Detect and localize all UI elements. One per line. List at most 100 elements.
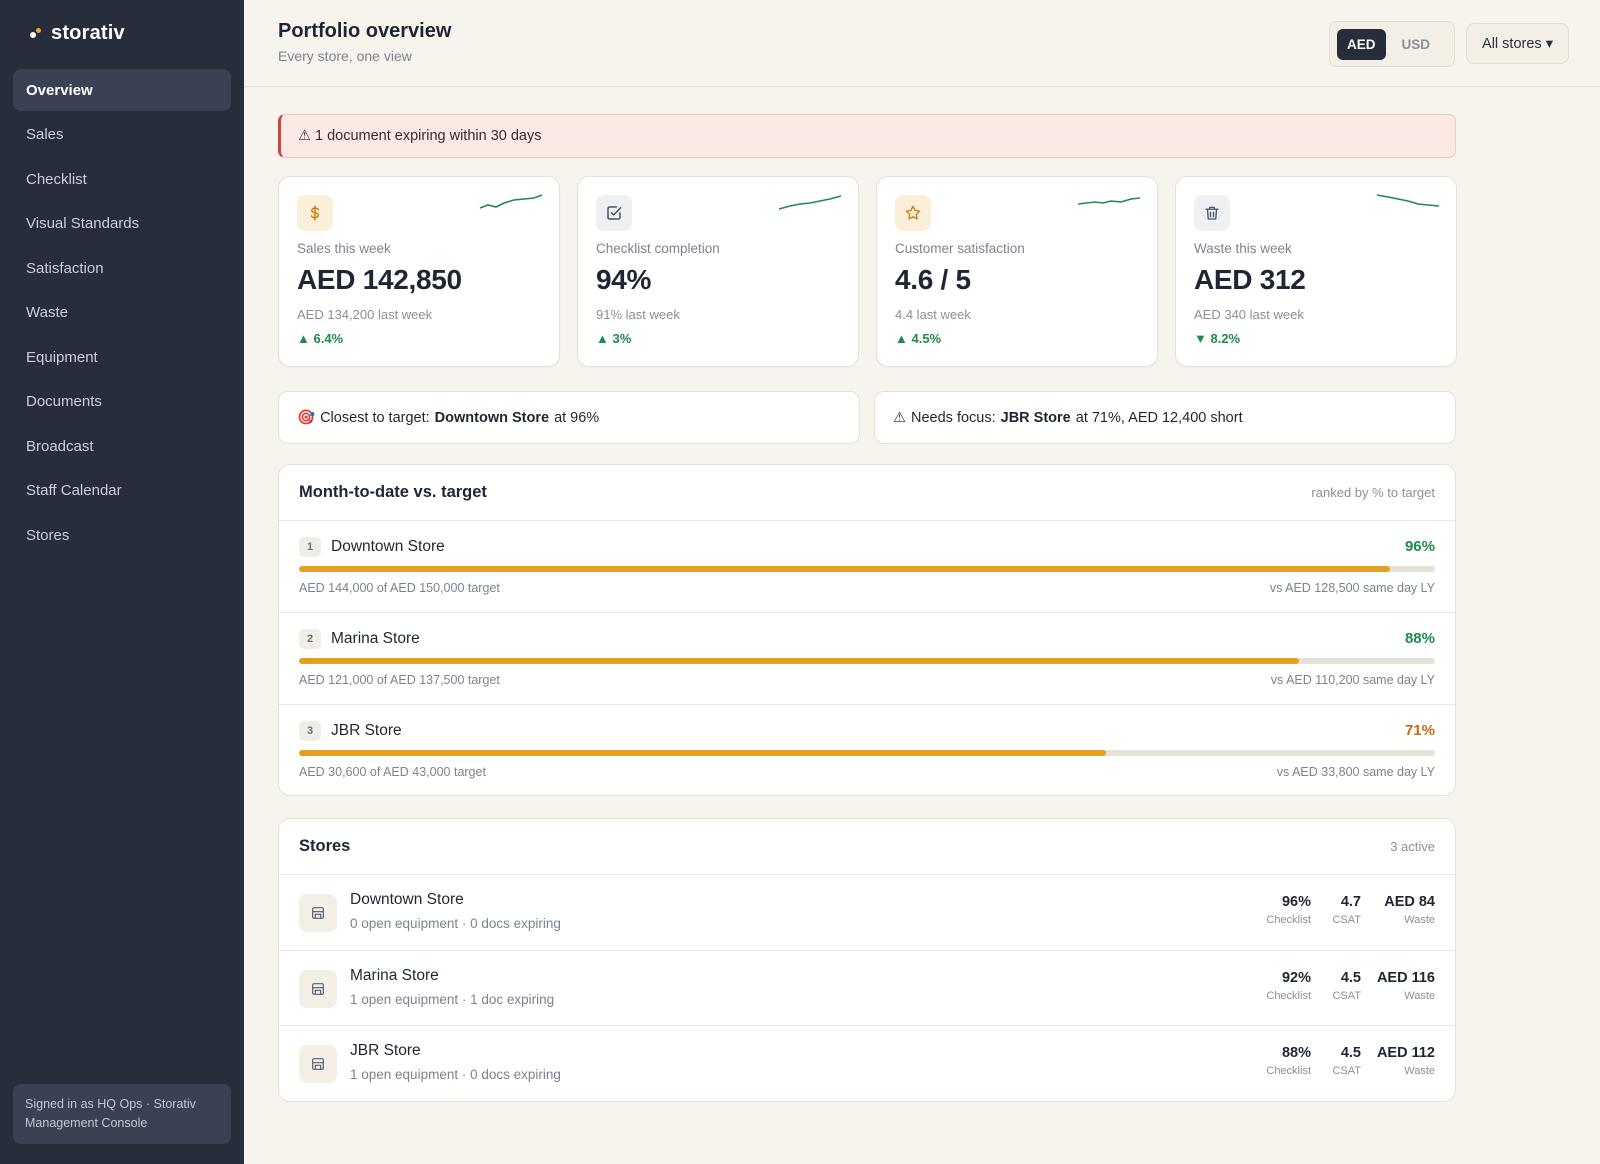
metric-value: 4.5 xyxy=(1340,1045,1361,1061)
store-row[interactable]: Marina Store 1 open equipment · 1 doc ex… xyxy=(279,951,1455,1026)
sidebar-item-sales[interactable]: Sales xyxy=(26,126,64,143)
brand[interactable]: storativ xyxy=(27,22,125,45)
kpi-label: Waste this week xyxy=(1194,241,1292,256)
waste-metric: AED 112 Waste xyxy=(1377,1045,1435,1077)
checklist-metric: 96% Checklist xyxy=(1266,894,1311,926)
waste-metric: AED 116 Waste xyxy=(1377,970,1435,1002)
kpi-delta: ▲ 6.4% xyxy=(297,331,344,346)
kpi-value: 4.6 / 5 xyxy=(895,264,971,295)
waste-metric: AED 84 Waste xyxy=(1384,894,1435,926)
kpi-value: AED 312 xyxy=(1194,264,1306,295)
metric-value: AED 112 xyxy=(1376,1045,1435,1061)
metric-label: Checklist xyxy=(1266,1065,1311,1077)
sales-sparkline xyxy=(479,194,543,209)
page-header: Portfolio overview Every store, one view… xyxy=(244,0,1600,87)
last-year-compare: vs AED 33,800 same day LY xyxy=(1276,765,1435,779)
metric-label: Checklist xyxy=(1266,914,1311,926)
metric-label: Waste xyxy=(1404,989,1435,1002)
kpi-delta: ▼ 8.2% xyxy=(1194,331,1241,346)
closest-store: Downtown Store xyxy=(434,409,550,426)
kpi-card-satisfaction[interactable]: Customer satisfaction 4.6 / 5 4.4 last w… xyxy=(876,176,1158,367)
currency-usd-button[interactable]: USD xyxy=(1401,36,1431,52)
store-status: 1 open equipment · 0 docs expiring xyxy=(350,1067,561,1082)
metric-label: CSAT xyxy=(1332,914,1361,926)
csat-metric: 4.7 CSAT xyxy=(1332,894,1361,926)
metric-value: 88% xyxy=(1281,1045,1311,1061)
progress-fill xyxy=(299,658,1299,664)
progress-fill xyxy=(299,750,1106,756)
metric-value: AED 84 xyxy=(1384,894,1435,910)
metric-value: 96% xyxy=(1281,894,1311,910)
target-detail: AED 144,000 of AED 150,000 target xyxy=(299,581,500,595)
closest-suffix: at 96% xyxy=(554,409,600,426)
needs-focus-card[interactable]: ⚠ Needs focus: JBR Store at 71%, AED 12,… xyxy=(874,391,1456,444)
currency-aed-button[interactable]: AED xyxy=(1337,28,1386,60)
store-name: Downtown Store xyxy=(350,891,464,908)
satisfaction-sparkline xyxy=(1077,197,1141,205)
sidebar-item-overview[interactable]: Overview xyxy=(13,69,231,111)
store-icon xyxy=(299,1045,337,1083)
trash-icon xyxy=(1194,195,1230,231)
progress-track xyxy=(299,658,1435,664)
metric-value: 4.5 xyxy=(1340,969,1361,986)
target-panel: Month-to-date vs. target ranked by % to … xyxy=(278,464,1456,796)
csat-metric: 4.5 CSAT xyxy=(1332,970,1361,1002)
kpi-card-sales[interactable]: Sales this week AED 142,850 AED 134,200 … xyxy=(278,176,560,367)
sidebar-item-satisfaction[interactable]: Satisfaction xyxy=(26,259,104,277)
signed-in-info: Signed in as HQ Ops · Storativ Managemen… xyxy=(13,1084,231,1144)
sidebar-item-documents[interactable]: Documents xyxy=(26,393,102,410)
kpi-label: Checklist completion xyxy=(596,241,720,256)
sidebar-item-broadcast[interactable]: Broadcast xyxy=(26,437,94,455)
needs-prefix: Needs focus: xyxy=(911,409,996,426)
needs-suffix: at 71%, AED 12,400 short xyxy=(1075,409,1243,426)
sidebar-item-staff-calendar[interactable]: Staff Calendar xyxy=(26,482,122,499)
metric-label: CSAT xyxy=(1332,1065,1361,1077)
currency-toggle: AED USD xyxy=(1329,21,1455,67)
kpi-label: Sales this week xyxy=(297,241,391,256)
page-subtitle: Every store, one view xyxy=(278,48,412,64)
progress-track xyxy=(299,566,1435,572)
sidebar-item-visual-standards[interactable]: Visual Standards xyxy=(26,215,140,232)
metric-label: Checklist xyxy=(1266,989,1311,1002)
document-expiry-alert[interactable]: ⚠ 1 document expiring within 30 days xyxy=(278,114,1456,158)
dollar-icon xyxy=(297,195,333,231)
logo-icon xyxy=(27,27,41,41)
sidebar-item-waste[interactable]: Waste xyxy=(26,304,68,321)
closest-to-target-card[interactable]: 🎯 Closest to target: Downtown Store at 9… xyxy=(278,391,860,444)
sidebar-item-equipment[interactable]: Equipment xyxy=(26,348,98,366)
last-year-compare: vs AED 128,500 same day LY xyxy=(1269,581,1435,595)
checkbox-icon xyxy=(596,195,632,231)
kpi-previous: 91% last week xyxy=(596,307,680,322)
waste-sparkline xyxy=(1376,194,1440,207)
needs-store: JBR Store xyxy=(1000,409,1071,426)
store-name: JBR Store xyxy=(331,722,402,739)
panel-meta: 3 active xyxy=(1390,839,1435,854)
panel-title: Stores xyxy=(299,837,351,855)
store-row[interactable]: Downtown Store 0 open equipment · 0 docs… xyxy=(279,875,1455,951)
target-panel-header: Month-to-date vs. target ranked by % to … xyxy=(279,465,1455,521)
brand-name: storativ xyxy=(51,22,125,44)
target-detail: AED 30,600 of AED 43,000 target xyxy=(299,765,486,779)
metric-label: Waste xyxy=(1404,914,1435,926)
kpi-card-waste[interactable]: Waste this week AED 312 AED 340 last wee… xyxy=(1175,176,1457,367)
target-row[interactable]: 3 JBR Store 71% AED 30,600 of AED 43,000… xyxy=(279,705,1455,795)
store-status: 1 open equipment · 1 doc expiring xyxy=(350,991,555,1007)
target-row[interactable]: 1 Downtown Store 96% AED 144,000 of AED … xyxy=(279,521,1455,613)
closest-prefix: Closest to target: xyxy=(320,409,430,426)
kpi-card-checklist[interactable]: Checklist completion 94% 91% last week ▲… xyxy=(577,176,859,367)
sidebar-item-checklist[interactable]: Checklist xyxy=(26,170,87,188)
store-status: 0 open equipment · 0 docs expiring xyxy=(350,916,561,931)
kpi-value: AED 142,850 xyxy=(297,264,462,295)
panel-title: Month-to-date vs. target xyxy=(299,483,487,501)
target-row[interactable]: 2 Marina Store 88% AED 121,000 of AED 13… xyxy=(279,613,1455,705)
sidebar-item-stores[interactable]: Stores xyxy=(26,526,70,544)
stores-panel-header: Stores 3 active xyxy=(279,819,1455,875)
store-name: Marina Store xyxy=(350,966,439,984)
last-year-compare: vs AED 110,200 same day LY xyxy=(1270,673,1435,687)
store-name: Marina Store xyxy=(331,630,420,647)
target-icon: 🎯 xyxy=(297,410,316,426)
kpi-previous: AED 134,200 last week xyxy=(297,307,433,322)
store-filter-dropdown[interactable]: All stores ▾ xyxy=(1466,23,1569,64)
kpi-delta: ▲ 3% xyxy=(596,331,632,346)
store-row[interactable]: JBR Store 1 open equipment · 0 docs expi… xyxy=(279,1026,1455,1101)
